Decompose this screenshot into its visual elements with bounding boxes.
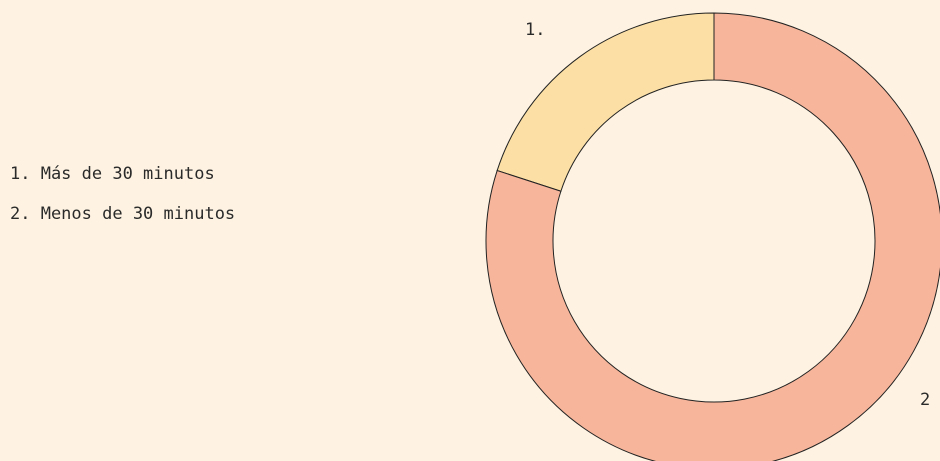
data-label: 1. bbox=[525, 20, 545, 40]
legend-entry: 2. Menos de 30 minutos bbox=[10, 204, 235, 224]
donut-segment bbox=[485, 12, 940, 461]
legend-entry: 1. Más de 30 minutos bbox=[10, 164, 215, 184]
data-label: 2 bbox=[920, 390, 930, 410]
